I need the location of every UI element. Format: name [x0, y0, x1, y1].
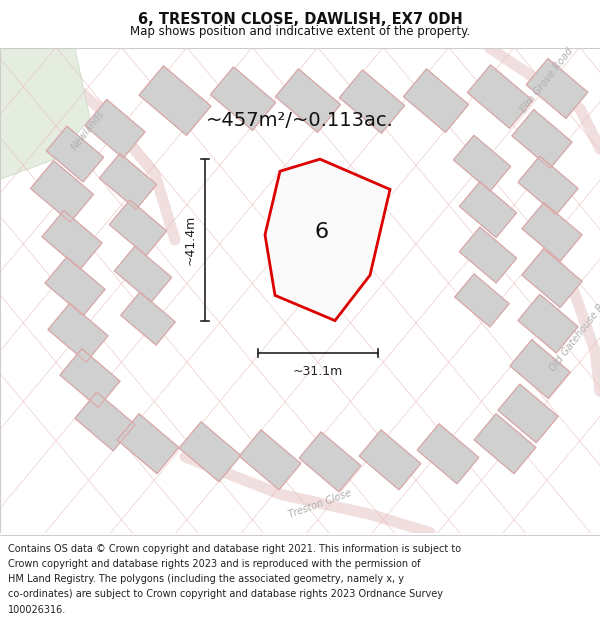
- Polygon shape: [45, 257, 105, 316]
- Polygon shape: [460, 182, 517, 238]
- Polygon shape: [510, 339, 570, 398]
- Text: ~41.4m: ~41.4m: [184, 215, 197, 265]
- Polygon shape: [239, 430, 301, 490]
- Polygon shape: [522, 202, 582, 261]
- Polygon shape: [498, 384, 558, 442]
- Polygon shape: [275, 69, 341, 132]
- Text: Treston Close: Treston Close: [287, 488, 353, 520]
- Polygon shape: [100, 153, 157, 209]
- Polygon shape: [0, 48, 90, 179]
- Polygon shape: [299, 432, 361, 492]
- Polygon shape: [518, 156, 578, 215]
- Polygon shape: [42, 211, 102, 269]
- Text: HM Land Registry. The polygons (including the associated geometry, namely x, y: HM Land Registry. The polygons (includin…: [8, 574, 404, 584]
- Polygon shape: [265, 159, 390, 321]
- Text: Old Gatehouse Road: Old Gatehouse Road: [548, 288, 600, 373]
- Text: Elm Grove Road: Elm Grove Road: [519, 46, 575, 114]
- Polygon shape: [526, 59, 588, 119]
- Text: Newlands: Newlands: [70, 109, 107, 152]
- Text: ~457m²/~0.113ac.: ~457m²/~0.113ac.: [206, 111, 394, 130]
- Polygon shape: [467, 65, 533, 128]
- Polygon shape: [46, 126, 104, 182]
- Polygon shape: [512, 109, 572, 168]
- Polygon shape: [417, 424, 479, 484]
- Text: Map shows position and indicative extent of the property.: Map shows position and indicative extent…: [130, 24, 470, 38]
- Polygon shape: [60, 349, 120, 408]
- Polygon shape: [403, 69, 469, 132]
- Polygon shape: [85, 99, 145, 158]
- Polygon shape: [359, 430, 421, 490]
- Text: Contains OS data © Crown copyright and database right 2021. This information is : Contains OS data © Crown copyright and d…: [8, 544, 461, 554]
- Polygon shape: [522, 249, 582, 308]
- Text: 100026316.: 100026316.: [8, 604, 66, 614]
- Polygon shape: [455, 274, 509, 327]
- Polygon shape: [211, 67, 275, 131]
- Polygon shape: [454, 135, 511, 191]
- Text: ~31.1m: ~31.1m: [293, 365, 343, 378]
- Text: 6, TRESTON CLOSE, DAWLISH, EX7 0DH: 6, TRESTON CLOSE, DAWLISH, EX7 0DH: [137, 12, 463, 27]
- Polygon shape: [109, 200, 167, 256]
- Polygon shape: [117, 414, 179, 474]
- Polygon shape: [48, 303, 108, 362]
- Text: 6: 6: [315, 222, 329, 242]
- Polygon shape: [518, 294, 578, 353]
- Polygon shape: [340, 70, 404, 133]
- Polygon shape: [139, 66, 211, 136]
- Polygon shape: [75, 392, 135, 451]
- Polygon shape: [121, 292, 175, 345]
- Polygon shape: [179, 422, 241, 482]
- Polygon shape: [460, 227, 517, 283]
- Text: co-ordinates) are subject to Crown copyright and database rights 2023 Ordnance S: co-ordinates) are subject to Crown copyr…: [8, 589, 443, 599]
- Polygon shape: [474, 414, 536, 474]
- Text: Crown copyright and database rights 2023 and is reproduced with the permission o: Crown copyright and database rights 2023…: [8, 559, 420, 569]
- Polygon shape: [31, 161, 94, 222]
- Polygon shape: [115, 246, 172, 302]
